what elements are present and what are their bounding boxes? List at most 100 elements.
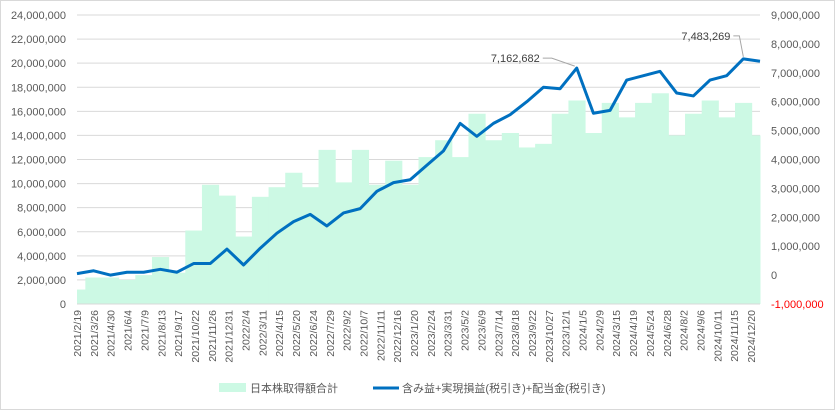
right-tick-label: 8,000,000 xyxy=(771,39,820,51)
bar xyxy=(485,140,503,304)
bar xyxy=(301,187,320,304)
bar xyxy=(618,117,636,305)
right-tick-label: 3,000,000 xyxy=(771,183,820,195)
x-tick-label: 2021/10/22 xyxy=(190,310,202,363)
x-tick-label: 2023/12/1 xyxy=(561,310,573,357)
bar xyxy=(135,275,153,304)
right-tick-label: 9,000,000 xyxy=(771,10,820,22)
x-tick-label: 2023/2/24 xyxy=(426,310,438,357)
series-line xyxy=(76,57,761,277)
bar xyxy=(118,279,136,304)
left-axis: 0 2,000,000 4,000,000 6,000,000 8,000,000 10,… xyxy=(11,10,66,311)
bar xyxy=(568,100,586,304)
right-tick-label: 7,000,000 xyxy=(771,68,820,80)
bar xyxy=(351,149,370,304)
legend: 日本株取得額合計 含み益+実現損益(税引き)+配当金(税引き) xyxy=(219,381,606,395)
x-tick-label: 2024/6/28 xyxy=(662,310,674,357)
left-tick-label: 4,000,000 xyxy=(17,251,66,263)
left-tick-label: 10,000,000 xyxy=(11,179,66,191)
x-tick-label: 2021/12/31 xyxy=(224,310,236,363)
bar-series xyxy=(77,93,761,305)
x-tick-label: 2023/3/31 xyxy=(443,310,455,357)
bar xyxy=(668,135,686,304)
bar xyxy=(151,257,170,304)
x-tick-label: 2024/10/11 xyxy=(712,310,724,362)
x-tick-label: 2022/6/24 xyxy=(308,310,320,357)
x-tick-label: 2024/3/15 xyxy=(611,310,623,357)
bar xyxy=(551,113,569,304)
x-tick-label: 2022/12/16 xyxy=(392,310,404,363)
left-tick-label: 14,000,000 xyxy=(11,130,66,142)
bar xyxy=(201,184,220,304)
x-tick-label: 2021/9/17 xyxy=(173,310,185,357)
bar xyxy=(185,230,203,304)
bar xyxy=(535,143,553,304)
x-tick-label: 2024/1/5 xyxy=(578,310,590,351)
x-tick-label: 2021/3/26 xyxy=(89,310,101,357)
left-tick-label: 2,000,000 xyxy=(17,275,66,287)
x-tick-label: 2021/4/30 xyxy=(106,310,118,357)
left-tick-label: 18,000,000 xyxy=(11,82,66,94)
right-tick-label: 2,000,000 xyxy=(771,212,820,224)
bar xyxy=(468,113,486,304)
bar xyxy=(77,289,86,304)
x-tick-label: 2023/5/2 xyxy=(460,310,472,351)
x-tick-label: 2023/10/27 xyxy=(544,310,556,363)
bar xyxy=(601,102,619,304)
x-tick-label: 2021/7/9 xyxy=(139,310,151,351)
right-tick-label: 4,000,000 xyxy=(771,155,820,167)
bar xyxy=(451,157,469,304)
line-series xyxy=(76,57,761,277)
bar xyxy=(235,236,253,304)
leader-line xyxy=(542,57,575,67)
bar xyxy=(168,272,186,304)
bar xyxy=(651,93,669,304)
x-tick-label: 2023/6/9 xyxy=(476,310,488,351)
x-tick-label: 2021/2/19 xyxy=(72,310,84,357)
x-tick-label: 2022/4/15 xyxy=(274,310,286,357)
x-tick-label: 2021/6/4 xyxy=(123,310,135,351)
bar xyxy=(518,147,536,304)
legend-swatch-bar xyxy=(219,383,246,392)
bar xyxy=(335,182,353,304)
x-tick-label: 2024/8/2 xyxy=(679,310,691,351)
left-tick-label: 16,000,000 xyxy=(11,106,66,118)
bar xyxy=(101,277,120,304)
bar xyxy=(418,157,436,304)
bar xyxy=(251,196,270,304)
left-tick-label: 6,000,000 xyxy=(17,227,66,239)
x-tick-label: 2022/5/20 xyxy=(291,310,303,357)
x-tick-label: 2024/2/9 xyxy=(594,310,606,351)
bar xyxy=(585,133,603,304)
bar xyxy=(635,102,653,304)
x-tick-label: 2022/11/11 xyxy=(375,310,387,361)
bar xyxy=(685,113,703,304)
bar xyxy=(718,117,736,305)
bar xyxy=(501,133,519,304)
leader-line xyxy=(733,35,744,57)
right-tick-label: -1,000,000 xyxy=(771,299,824,311)
bar xyxy=(368,184,386,304)
bar xyxy=(385,160,403,304)
data-label: 7,162,682 xyxy=(491,53,540,65)
left-tick-label: 24,000,000 xyxy=(11,10,66,22)
left-tick-label: 20,000,000 xyxy=(11,58,66,70)
legend-label-line: 含み益+実現損益(税引き)+配当金(税引き) xyxy=(402,381,606,395)
x-tick-label: 2022/10/7 xyxy=(358,310,370,357)
annotations: 7,162,682 7,483,269 xyxy=(491,31,744,67)
x-axis: 2021/2/19 2021/3/26 2021/4/30 2021/6/4 2021/… xyxy=(72,303,760,363)
right-axis: -1,000,000 0 1,000,000 2,000,000 3,000,000 4,… xyxy=(771,10,824,311)
bar xyxy=(701,100,719,304)
x-tick-label: 2024/5/24 xyxy=(645,310,657,357)
data-label: 7,483,269 xyxy=(681,31,730,43)
bar xyxy=(85,277,103,304)
x-tick-label: 2022/2/4 xyxy=(241,310,253,351)
x-tick-label: 2023/8/18 xyxy=(510,310,522,357)
left-tick-label: 8,000,000 xyxy=(17,203,66,215)
x-tick-label: 2022/7/29 xyxy=(325,310,337,357)
x-tick-label: 2022/9/2 xyxy=(342,310,354,351)
x-tick-label: 2024/12/20 xyxy=(746,310,758,363)
x-tick-label: 2023/9/22 xyxy=(527,310,539,357)
left-tick-label: 0 xyxy=(60,299,66,311)
